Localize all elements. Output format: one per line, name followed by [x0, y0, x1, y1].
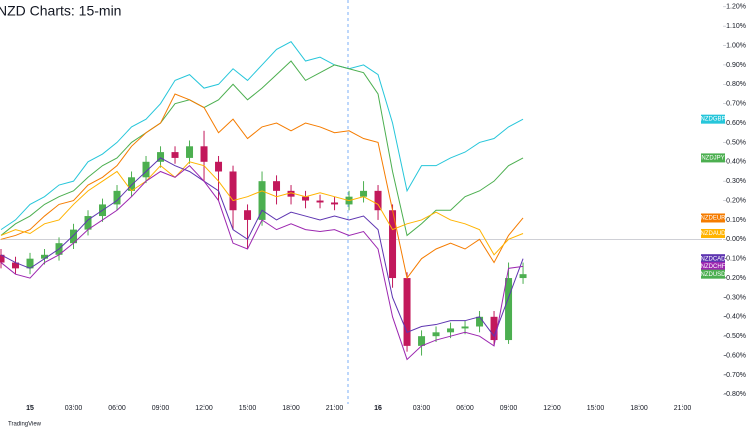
- y-tick-label: -0.60%: [724, 352, 746, 359]
- candle-body: [84, 216, 92, 230]
- series-line: [0, 164, 524, 361]
- y-tick-label: 0.20%: [726, 197, 746, 204]
- legend-tag: [701, 114, 725, 124]
- candle-body: [70, 229, 78, 244]
- candle-body: [142, 161, 150, 178]
- legend-tag: [701, 228, 725, 238]
- candle-body: [403, 278, 411, 346]
- y-tick-label: -0.30%: [724, 294, 746, 301]
- y-tick-label: 0.10%: [726, 217, 746, 224]
- candle-body: [186, 146, 194, 158]
- y-tick-label: 1.20%: [726, 4, 746, 11]
- x-tick-label: 09:00: [500, 405, 518, 412]
- y-tick-label: -0.40%: [724, 314, 746, 321]
- legend-label: NZDCHF: [701, 264, 726, 270]
- candle-body: [244, 210, 252, 220]
- x-tick-label: 06:00: [456, 405, 474, 412]
- candle-body: [215, 161, 223, 172]
- chart-title: NZD Charts: 15-min: [0, 3, 121, 19]
- y-tick-label: -0.10%: [724, 256, 746, 263]
- x-tick-label: 21:00: [326, 405, 344, 412]
- series-line: [0, 41, 524, 231]
- x-tick-label: 06:00: [108, 405, 126, 412]
- candle-body: [200, 146, 208, 162]
- series-line: [0, 60, 524, 237]
- legend-tag: [701, 261, 725, 271]
- y-tick-label: 1.00%: [726, 42, 746, 49]
- y-tick-label: 0.90%: [726, 62, 746, 69]
- candle-body: [41, 254, 49, 259]
- candle-body: [316, 200, 324, 203]
- source: TradingView: [8, 422, 42, 428]
- candle-body: [0, 254, 5, 263]
- y-tick-label: -0.20%: [724, 275, 746, 282]
- x-tick-label: 15:00: [587, 405, 605, 412]
- x-tick-label: 12:00: [543, 405, 561, 412]
- candle-body: [26, 258, 34, 269]
- y-tick-label: -0.50%: [724, 333, 746, 340]
- candle-body: [302, 196, 310, 201]
- candle-body: [447, 328, 455, 333]
- candle-body: [331, 202, 339, 205]
- legend-label: NZDUSD: [701, 272, 727, 278]
- candle-body: [389, 210, 397, 279]
- candle-body: [157, 152, 165, 162]
- candle-body: [505, 278, 513, 341]
- y-tick-label: 0.40%: [726, 159, 746, 166]
- y-tick-label: 0.00%: [726, 236, 746, 243]
- legend-label: NZDCAD: [701, 256, 727, 262]
- x-tick-label: 18:00: [282, 405, 300, 412]
- y-tick-label: -0.80%: [724, 391, 746, 398]
- x-tick-label: 21:00: [674, 405, 692, 412]
- y-tick-label: 0.80%: [726, 81, 746, 88]
- x-tick-label: 18:00: [630, 405, 648, 412]
- candle-body: [273, 181, 281, 191]
- legend-label: NZDJPY: [701, 155, 724, 161]
- legend-label: NZDEUR: [701, 216, 727, 222]
- y-tick-label: 0.70%: [726, 101, 746, 108]
- y-tick-label: 1.10%: [726, 23, 746, 30]
- x-tick-label: 12:00: [195, 405, 213, 412]
- x-tick-label: 15:00: [239, 405, 257, 412]
- y-tick-label: 0.50%: [726, 139, 746, 146]
- series-line: [0, 157, 524, 338]
- legend-tag: [701, 254, 725, 264]
- candle-body: [12, 262, 20, 269]
- candle-body: [432, 332, 440, 337]
- candle-body: [287, 190, 295, 197]
- legend-tag: [701, 269, 725, 279]
- legend-tag: [701, 153, 725, 163]
- candle-body: [360, 190, 368, 197]
- candle-body: [418, 336, 426, 346]
- candle-body: [229, 171, 237, 211]
- candle-body: [258, 181, 266, 220]
- x-tick-label: 16: [374, 405, 382, 412]
- x-tick-label: 03:00: [65, 405, 83, 412]
- x-tick-label: 09:00: [152, 405, 170, 412]
- legend-label: NZDAUD: [701, 231, 727, 237]
- series-line: [0, 161, 524, 256]
- legend-tag: [701, 213, 725, 223]
- candle-body: [128, 177, 136, 191]
- candle-body: [519, 274, 527, 279]
- candle-body: [476, 316, 484, 327]
- series-line: [0, 93, 524, 280]
- candle-body: [490, 316, 498, 341]
- candle-body: [171, 152, 179, 158]
- candle-body: [374, 190, 382, 211]
- y-tick-label: -0.70%: [724, 372, 746, 379]
- y-tick-label: 0.30%: [726, 178, 746, 185]
- legend-label: NZDGBP: [700, 117, 725, 123]
- candle-body: [113, 190, 121, 205]
- x-tick-label: 03:00: [413, 405, 431, 412]
- candle-body: [461, 326, 469, 329]
- x-tick-label: 15: [26, 405, 34, 412]
- y-tick-label: 0.60%: [726, 120, 746, 127]
